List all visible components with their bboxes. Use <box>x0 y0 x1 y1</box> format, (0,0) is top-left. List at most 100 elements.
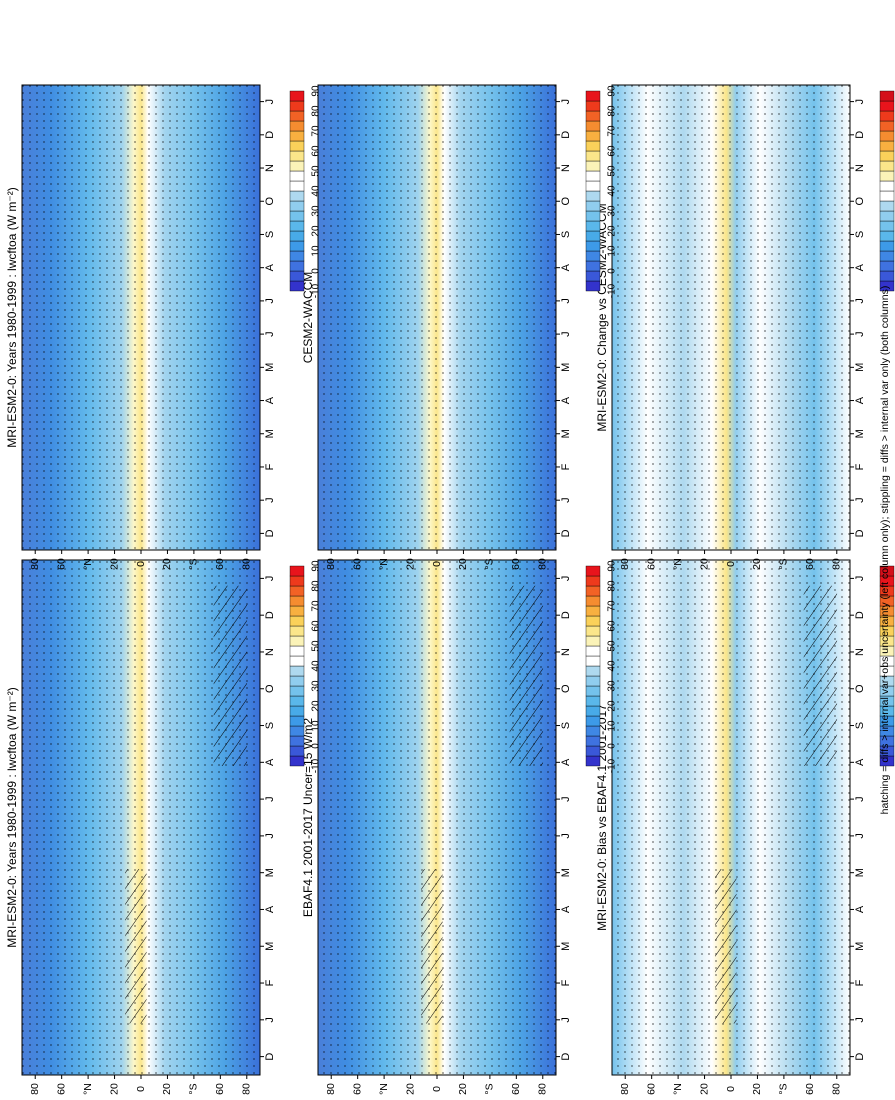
colorbar-swatch <box>585 575 601 587</box>
colorbar-swatch <box>585 230 601 242</box>
month-label: D <box>854 1053 866 1061</box>
month-label: D <box>560 131 572 139</box>
month-label: M <box>854 868 866 877</box>
colorbar-label: -10 <box>311 283 322 298</box>
lat-label: 80 <box>619 1083 631 1095</box>
lat-label: 20 <box>404 1083 416 1095</box>
colorbar-swatch <box>289 230 305 242</box>
lat-label: 80 <box>241 558 253 570</box>
month-label: D <box>264 611 276 619</box>
colorbar-label: -10 <box>311 758 322 773</box>
colorbar-swatch <box>585 250 601 262</box>
hatching <box>509 585 544 766</box>
colorbar-swatch <box>585 695 601 707</box>
month-label: D <box>560 611 572 619</box>
colorbar-swatch <box>585 595 601 607</box>
colorbar-swatch <box>585 685 601 697</box>
colorbar-swatch <box>879 140 895 152</box>
colorbar-swatch <box>585 260 601 272</box>
colorbar-label: 90 <box>607 560 618 572</box>
month-label: M <box>854 942 866 951</box>
lat-label: 60 <box>645 1083 657 1095</box>
colorbar-swatch <box>289 575 305 587</box>
colorbar-label: 80 <box>607 105 618 117</box>
lat-label: 80 <box>537 1083 549 1095</box>
lat-label: 60 <box>645 558 657 570</box>
lat-label: 0 <box>135 561 147 567</box>
month-label: A <box>264 758 276 766</box>
month-label: J <box>854 833 866 839</box>
month-label: J <box>854 99 866 105</box>
colorbar-swatch <box>879 150 895 162</box>
colorbar-swatch <box>879 90 895 102</box>
month-label: M <box>854 363 866 372</box>
month-label: A <box>264 396 276 404</box>
colorbar-swatch <box>585 180 601 192</box>
colorbar-5: -10 0 10 20 30 40 50 60 70 80 90 <box>585 85 618 298</box>
colorbar-swatch <box>585 140 601 152</box>
colorbar-swatch <box>585 645 601 657</box>
colorbar-swatch <box>585 240 601 252</box>
colorbar-swatch <box>585 100 601 112</box>
colorbar-label: 60 <box>311 145 322 157</box>
month-label: F <box>560 463 572 470</box>
colorbar-label: 0 <box>607 743 618 749</box>
month-label: J <box>560 497 572 503</box>
colorbar-swatch <box>585 625 601 637</box>
lat-label: 0 <box>725 1086 737 1092</box>
month-label: O <box>264 684 276 693</box>
colorbar-label: 80 <box>311 580 322 592</box>
month-label: S <box>854 231 866 238</box>
colorbar-6: -20-16-12-8-4048121620 <box>879 90 895 292</box>
colorbar-swatch <box>289 280 305 292</box>
hatching <box>421 869 443 1024</box>
colorbar-swatch <box>289 130 305 142</box>
colorbar-1: -10 0 10 20 30 40 50 60 70 80 90 <box>289 560 322 773</box>
colorbar-swatch <box>289 220 305 232</box>
colorbar-label: 70 <box>607 125 618 137</box>
colorbar-label: 0 <box>311 743 322 749</box>
month-label: D <box>560 529 572 537</box>
lat-label: 80 <box>241 1083 253 1095</box>
colorbar-swatch <box>879 250 895 262</box>
colorbar-swatch <box>289 665 305 677</box>
colorbar-3: -20-16-12-8-4048121620 <box>879 565 895 767</box>
colorbar-label: 30 <box>311 205 322 217</box>
colorbar-swatch <box>289 635 305 647</box>
colorbar-label: 40 <box>607 185 618 197</box>
panel-title: EBAF4.1 2001-2017 Uncer=15 W/m2 <box>301 718 315 917</box>
month-label: F <box>560 979 572 986</box>
lat-label: 20 <box>161 1083 173 1095</box>
lat-label: 60 <box>55 1083 67 1095</box>
colorbar-swatch <box>289 565 305 577</box>
colorbar-label: 90 <box>607 85 618 97</box>
month-label: N <box>560 164 572 172</box>
lat-label: 0 <box>431 1086 443 1092</box>
lat-label: 0 <box>135 1086 147 1092</box>
lat-label: 60 <box>214 1083 226 1095</box>
colorbar-label: 40 <box>311 660 322 672</box>
colorbar-swatch <box>585 755 601 767</box>
month-label: D <box>264 1053 276 1061</box>
colorbar-swatch <box>289 200 305 212</box>
colorbar-swatch <box>879 190 895 202</box>
colorbar-label: 30 <box>311 680 322 692</box>
colorbar-swatch <box>585 725 601 737</box>
lat-label: °N <box>378 1083 390 1095</box>
month-label: O <box>560 684 572 693</box>
month-label: J <box>854 497 866 503</box>
colorbar-label: 70 <box>311 125 322 137</box>
colorbar-label: 50 <box>311 640 322 652</box>
month-label: S <box>560 231 572 238</box>
lat-label: °N <box>672 558 684 570</box>
month-label: S <box>264 231 276 238</box>
colorbar-swatch <box>879 240 895 252</box>
lat-label: 80 <box>619 558 631 570</box>
lat-label: °S <box>484 558 496 569</box>
month-label: J <box>560 331 572 337</box>
lat-label: 20 <box>457 558 469 570</box>
colorbar-label: 40 <box>311 185 322 197</box>
colorbar-swatch <box>585 120 601 132</box>
lat-label: 60 <box>804 1083 816 1095</box>
